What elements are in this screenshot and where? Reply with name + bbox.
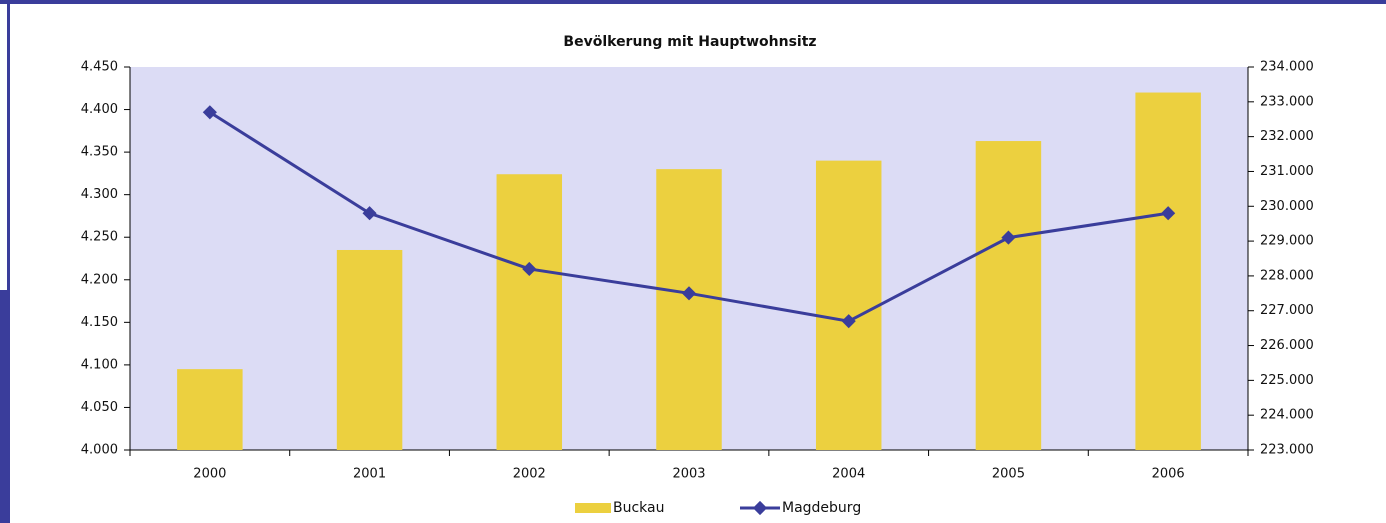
- bar: [1135, 92, 1201, 451]
- x-tick-label: 2005: [992, 467, 1025, 482]
- x-tick-label: 2006: [1152, 467, 1185, 482]
- y2-tick-label: 224.000: [1260, 408, 1314, 423]
- marker: [362, 206, 377, 221]
- y2-tick-label: 228.000: [1260, 268, 1314, 283]
- y-tick-label: 4.200: [81, 272, 118, 287]
- y-tick-label: 4.350: [81, 145, 118, 160]
- x-tick-label: 2000: [193, 467, 226, 482]
- bar: [496, 174, 563, 451]
- y2-tick-label: 232.000: [1260, 129, 1314, 144]
- marker: [522, 261, 537, 277]
- chart-title: Bevölkerung mit Hauptwohnsitz: [563, 34, 816, 50]
- y2-tick-label: 233.000: [1260, 94, 1314, 109]
- legend-swatch: [575, 503, 611, 513]
- y2-tick-label: 227.000: [1260, 303, 1314, 318]
- bar: [815, 160, 882, 450]
- y-tick-label: 4.400: [81, 102, 118, 117]
- y-tick-label: 4.050: [81, 400, 118, 415]
- y2-tick-label: 230.000: [1260, 199, 1314, 214]
- x-tick-label: 2001: [353, 467, 386, 482]
- y2-tick-label: 226.000: [1260, 338, 1314, 353]
- x-tick-label: 2003: [672, 467, 705, 482]
- y-tick-label: 4.000: [81, 443, 118, 458]
- marker: [1161, 206, 1176, 221]
- left-border: [7, 0, 10, 292]
- top-border: [0, 0, 1386, 4]
- marker: [681, 286, 697, 301]
- y-tick-label: 4.450: [81, 60, 118, 75]
- marker: [841, 314, 856, 329]
- y-tick-label: 4.300: [81, 187, 118, 202]
- y-tick-label: 4.150: [81, 315, 118, 330]
- bar: [177, 369, 243, 450]
- y2-tick-label: 225.000: [1260, 373, 1314, 388]
- legend-label: Magdeburg: [782, 500, 861, 516]
- y2-tick-label: 234.000: [1260, 60, 1314, 75]
- y-tick-label: 4.250: [81, 230, 118, 245]
- x-tick-label: 2002: [513, 467, 546, 482]
- marker: [1001, 230, 1016, 245]
- y-tick-label: 4.100: [81, 357, 118, 372]
- y2-tick-label: 231.000: [1260, 164, 1314, 179]
- x-tick-label: 2004: [832, 467, 865, 482]
- legend-label: Buckau: [613, 500, 665, 516]
- left-block: [0, 290, 10, 523]
- bar: [336, 249, 403, 450]
- bar: [975, 141, 1042, 450]
- y2-tick-label: 229.000: [1260, 234, 1314, 249]
- legend-marker: [752, 500, 768, 516]
- bar: [656, 169, 722, 450]
- y2-tick-label: 223.000: [1260, 443, 1314, 458]
